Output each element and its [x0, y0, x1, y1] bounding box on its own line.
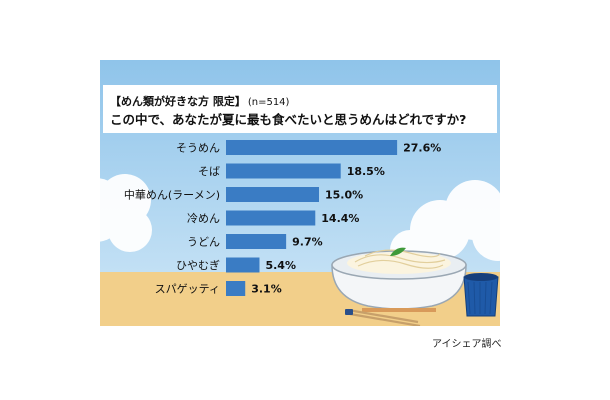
cup-illustration	[463, 273, 499, 317]
bar	[226, 234, 287, 249]
chopsticks-illustration	[345, 308, 421, 326]
category-label: 中華めん(ラーメン)	[124, 189, 220, 202]
bar	[226, 210, 316, 226]
chart-title: この中で、あなたが夏に最も食べたいと思うめんはどれですか?	[110, 112, 467, 127]
bar	[226, 187, 319, 202]
source-credit: アイシェア調べ	[432, 339, 502, 350]
sample-size: (n=514)	[247, 97, 290, 108]
bar	[226, 257, 260, 273]
value-label: 18.5%	[347, 165, 385, 178]
value-label: 3.1%	[251, 283, 282, 296]
bar	[226, 163, 341, 179]
title-line-1: 【めん類が好きな方 限定】 (n=514)	[110, 93, 289, 109]
category-label: 冷めん	[187, 212, 220, 225]
value-label: 14.4%	[321, 212, 359, 225]
noodle-bowl-illustration	[331, 247, 467, 312]
chart-panel: そうめん 27.6% そば 18.5% 中華めん(ラーメン) 15.0% 冷めん 14.4% う…	[100, 60, 500, 326]
category-label: ひやむぎ	[176, 258, 220, 272]
chart-canvas: そうめん 27.6% そば 18.5% 中華めん(ラーメン) 15.0% 冷めん 14.4% う…	[100, 60, 500, 326]
cloud-left	[100, 174, 152, 252]
bar	[226, 140, 398, 155]
title-qualifier: 【めん類が好きな方 限定】	[110, 95, 246, 108]
bar	[226, 281, 246, 296]
title-box	[103, 85, 497, 133]
value-label: 5.4%	[265, 259, 296, 272]
category-label: そうめん	[176, 142, 220, 155]
value-label: 15.0%	[325, 189, 363, 202]
category-label: うどん	[187, 236, 220, 249]
category-label: スパゲッティ	[155, 283, 220, 296]
category-label: そば	[198, 165, 220, 178]
value-label: 9.7%	[292, 236, 323, 249]
cloud-right	[390, 180, 500, 270]
value-label: 27.6%	[403, 142, 441, 155]
